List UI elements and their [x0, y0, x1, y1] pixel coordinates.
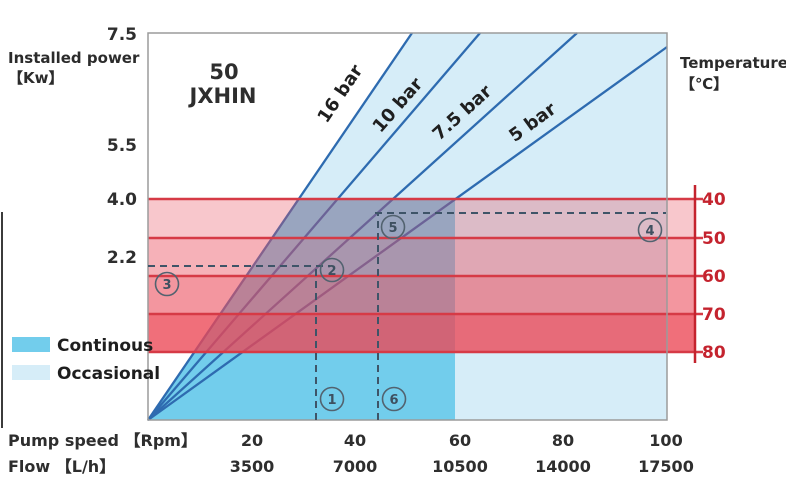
pressure-line-5bar [147, 46, 668, 421]
temp-band-40-50 [148, 199, 695, 238]
pressure-line-16bar [147, 32, 413, 421]
callout-2: 2 [319, 257, 345, 283]
speed-tick-60: 60 [449, 431, 471, 450]
temperature-bands [148, 199, 695, 352]
callout-6-number: 6 [389, 393, 398, 408]
left-axis-title-line2: 【Kw】 [8, 69, 63, 87]
callout-markers: 1 2 3 4 5 6 [154, 214, 663, 412]
legend-label-continuous: Continous [57, 336, 153, 356]
speed-tick-20: 20 [241, 431, 263, 450]
callout-3: 3 [154, 271, 180, 297]
power-tick-7-5: 7.5 [107, 25, 137, 45]
right-axis-title-line2: 【℃】 [680, 75, 728, 93]
pressure-lines [147, 32, 668, 421]
temp-band-60-70 [148, 276, 695, 314]
callout-1-circle [319, 386, 345, 412]
callout-3-circle [154, 271, 180, 297]
temp-band-50-60 [148, 238, 695, 276]
speed-tick-100: 100 [649, 431, 682, 450]
temp-tick-80: 80 [702, 343, 726, 363]
speed-tick-80: 80 [552, 431, 574, 450]
temp-tick-60: 60 [702, 267, 726, 287]
temp-tick-40: 40 [702, 190, 726, 210]
callout-2-number: 2 [327, 264, 336, 279]
flow-tick-10500: 10500 [432, 457, 488, 476]
flow-tick-14000: 14000 [535, 457, 591, 476]
flow-axis-label: Flow 【L/h】 [8, 457, 115, 476]
callout-4-circle [637, 217, 663, 243]
flow-tick-3500: 3500 [230, 457, 275, 476]
legend-swatch-occasional [12, 365, 50, 380]
plot-border [147, 32, 668, 421]
callout-6-circle [381, 386, 407, 412]
flow-tick-7000: 7000 [333, 457, 378, 476]
legend: Continous Occasional [12, 336, 160, 384]
legend-label-occasional: Occasional [57, 364, 160, 384]
callout-guides [148, 212, 666, 420]
temperature-lines [148, 197, 703, 354]
speed-tick-40: 40 [344, 431, 366, 450]
temp-band-70-80 [148, 314, 695, 352]
pressure-line-7-5bar [147, 32, 578, 421]
temp-tick-50: 50 [702, 229, 726, 249]
chart-title-model: 50 [209, 60, 238, 84]
callout-5: 5 [380, 214, 406, 240]
callout-4-number: 4 [645, 224, 654, 239]
power-tick-4-0: 4.0 [107, 190, 137, 210]
callout-5-circle [380, 214, 406, 240]
callout-3-number: 3 [162, 278, 171, 293]
left-axis-title-line1: Installed power [8, 49, 140, 67]
chart-title-name: JXHIN [188, 84, 257, 108]
power-tick-5-5: 5.5 [107, 136, 137, 156]
flow-tick-17500: 17500 [638, 457, 694, 476]
callout-2-circle [319, 257, 345, 283]
callout-4: 4 [637, 217, 663, 243]
temp-tick-70: 70 [702, 305, 726, 325]
callout-5-number: 5 [388, 221, 397, 236]
pressure-line-10bar [147, 32, 481, 421]
power-tick-2-2: 2.2 [107, 248, 137, 268]
speed-axis-label: Pump speed 【Rpm】 [8, 431, 197, 450]
callout-6: 6 [381, 386, 407, 412]
callout-1: 1 [319, 386, 345, 412]
right-axis-title-line1: Temperature [680, 54, 786, 72]
callout-1-number: 1 [327, 393, 336, 408]
legend-swatch-continuous [12, 337, 50, 352]
